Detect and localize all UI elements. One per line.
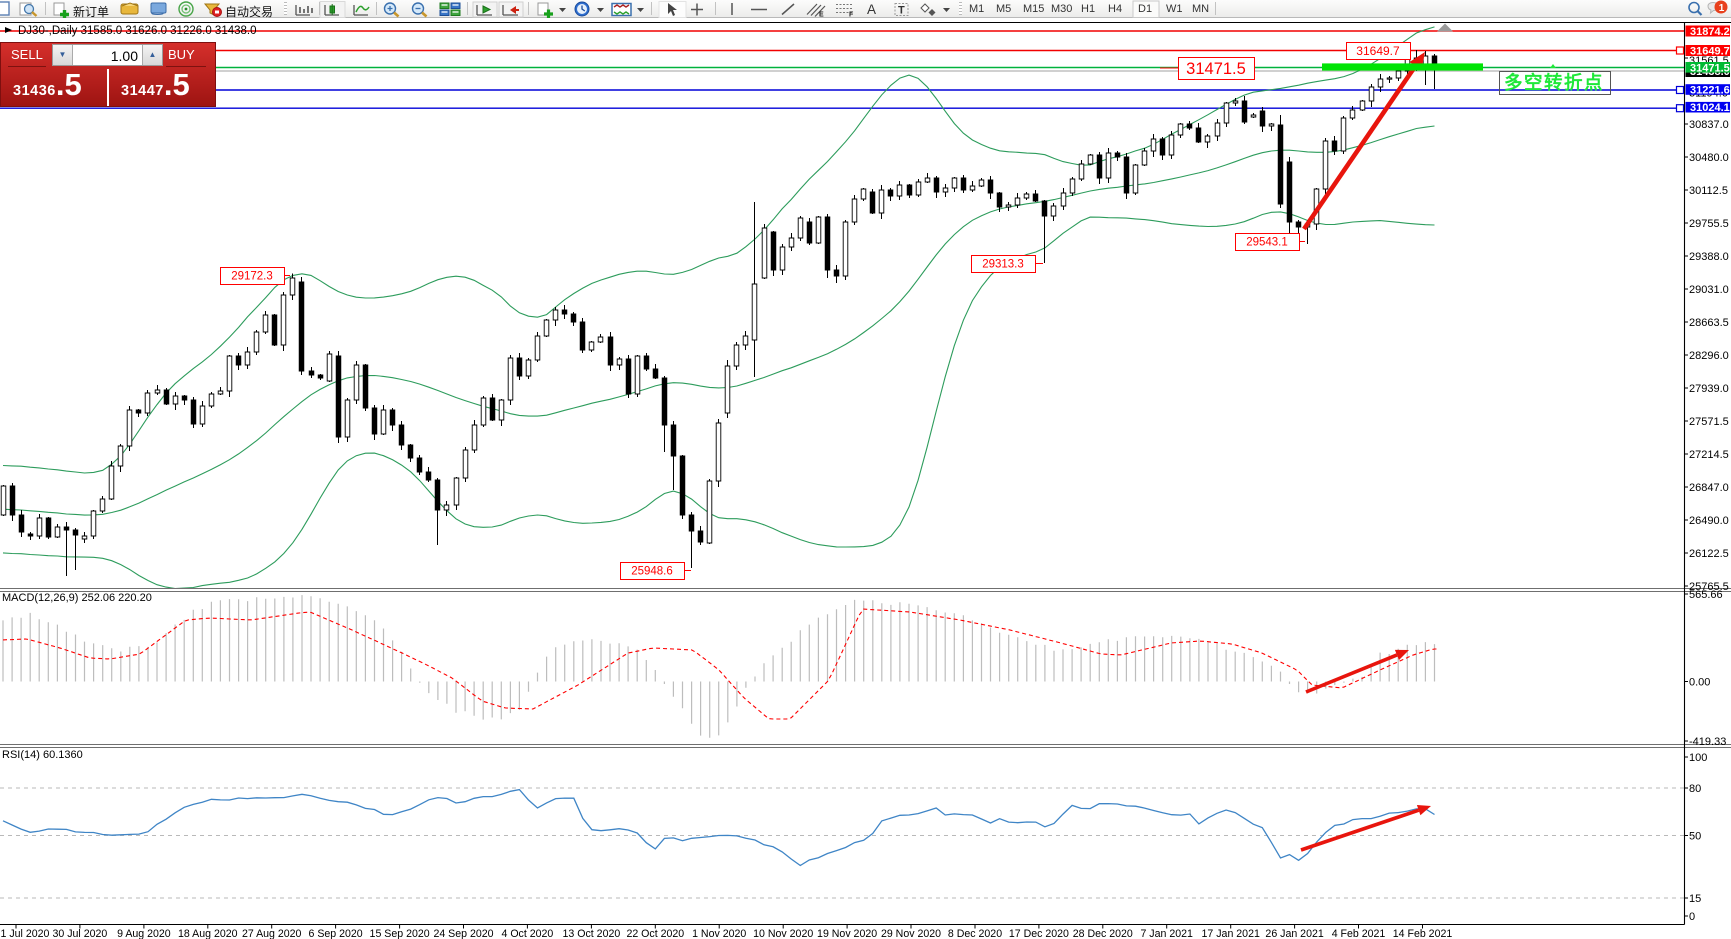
svg-text:31649.7: 31649.7 <box>1356 44 1400 58</box>
svg-text:-419.33: -419.33 <box>1689 736 1726 748</box>
svg-text:0: 0 <box>1689 911 1695 923</box>
svg-text:29 Nov 2020: 29 Nov 2020 <box>881 928 941 939</box>
svg-text:28296.0: 28296.0 <box>1689 350 1729 362</box>
svg-text:28 Dec 2020: 28 Dec 2020 <box>1073 928 1133 939</box>
svg-text:29755.5: 29755.5 <box>1689 218 1729 230</box>
svg-text:31471.5: 31471.5 <box>1690 62 1730 74</box>
svg-text:13 Oct 2020: 13 Oct 2020 <box>563 928 621 939</box>
svg-text:30112.5: 30112.5 <box>1689 185 1728 197</box>
svg-text:30 Jul 2020: 30 Jul 2020 <box>53 928 108 939</box>
svg-text:31024.1: 31024.1 <box>1690 102 1730 114</box>
svg-text:29031.0: 29031.0 <box>1689 284 1729 296</box>
svg-text:15 Sep 2020: 15 Sep 2020 <box>370 928 430 939</box>
svg-text:29172.3: 29172.3 <box>231 271 273 283</box>
svg-text:15: 15 <box>1689 893 1701 905</box>
svg-text:30837.0: 30837.0 <box>1689 119 1729 131</box>
svg-text:17 Dec 2020: 17 Dec 2020 <box>1009 928 1069 939</box>
svg-text:565.66: 565.66 <box>1689 589 1723 601</box>
svg-text:29313.3: 29313.3 <box>982 259 1024 271</box>
svg-text:26122.5: 26122.5 <box>1689 548 1729 560</box>
svg-text:27939.0: 27939.0 <box>1689 383 1729 395</box>
svg-text:31471.5: 31471.5 <box>1186 60 1246 78</box>
svg-text:28663.5: 28663.5 <box>1689 317 1729 329</box>
svg-text:30480.0: 30480.0 <box>1689 152 1729 164</box>
svg-text:8 Dec 2020: 8 Dec 2020 <box>948 928 1002 939</box>
svg-text:25948.6: 25948.6 <box>631 566 673 578</box>
svg-text:RSI(14) 60.1360: RSI(14) 60.1360 <box>2 749 83 761</box>
svg-text:27571.5: 27571.5 <box>1689 416 1729 428</box>
svg-text:50: 50 <box>1689 830 1701 842</box>
svg-text:9 Aug 2020: 9 Aug 2020 <box>117 928 171 939</box>
svg-text:10 Nov 2020: 10 Nov 2020 <box>753 928 813 939</box>
svg-text:80: 80 <box>1689 783 1701 795</box>
svg-text:26847.0: 26847.0 <box>1689 482 1729 494</box>
svg-text:27214.5: 27214.5 <box>1689 449 1729 461</box>
svg-text:0.00: 0.00 <box>1689 676 1710 688</box>
svg-text:DJ30-,Daily 31585.0 31626.0 3: DJ30-,Daily 31585.0 31626.0 31226.0 3143… <box>18 25 257 37</box>
svg-text:T: T <box>898 5 905 17</box>
svg-text:31649.7: 31649.7 <box>1690 45 1730 57</box>
svg-text:多空转折点: 多空转折点 <box>1504 72 1604 93</box>
svg-text:E: E <box>819 12 824 19</box>
svg-text:29388.0: 29388.0 <box>1689 251 1729 263</box>
svg-text:1: 1 <box>1719 3 1725 14</box>
svg-text:14 Feb 2021: 14 Feb 2021 <box>1393 928 1453 939</box>
svg-text:24 Sep 2020: 24 Sep 2020 <box>433 928 493 939</box>
svg-text:6 Sep 2020: 6 Sep 2020 <box>308 928 362 939</box>
svg-text:22 Oct 2020: 22 Oct 2020 <box>626 928 684 939</box>
svg-text:1 Nov 2020: 1 Nov 2020 <box>692 928 746 939</box>
svg-text:29543.1: 29543.1 <box>1246 237 1288 249</box>
svg-text:MACD(12,26,9) 252.06 220.20: MACD(12,26,9) 252.06 220.20 <box>2 592 152 604</box>
svg-text:A: A <box>867 2 876 17</box>
svg-text:19 Nov 2020: 19 Nov 2020 <box>817 928 877 939</box>
svg-text:31874.2: 31874.2 <box>1690 26 1730 38</box>
svg-text:27 Aug 2020: 27 Aug 2020 <box>242 928 302 939</box>
svg-text:21 Jul 2020: 21 Jul 2020 <box>0 928 49 939</box>
svg-text:F: F <box>849 12 854 19</box>
svg-text:17 Jan 2021: 17 Jan 2021 <box>1202 928 1260 939</box>
svg-text:26 Jan 2021: 26 Jan 2021 <box>1265 928 1323 939</box>
svg-text:26490.0: 26490.0 <box>1689 515 1729 527</box>
svg-text:4 Oct 2020: 4 Oct 2020 <box>501 928 553 939</box>
svg-text:4 Feb 2021: 4 Feb 2021 <box>1332 928 1386 939</box>
svg-text:25765.5: 25765.5 <box>1689 581 1729 593</box>
svg-text:18 Aug 2020: 18 Aug 2020 <box>178 928 238 939</box>
svg-text:31221.6: 31221.6 <box>1690 84 1730 96</box>
svg-text:100: 100 <box>1689 752 1707 764</box>
svg-text:7 Jan 2021: 7 Jan 2021 <box>1140 928 1193 939</box>
